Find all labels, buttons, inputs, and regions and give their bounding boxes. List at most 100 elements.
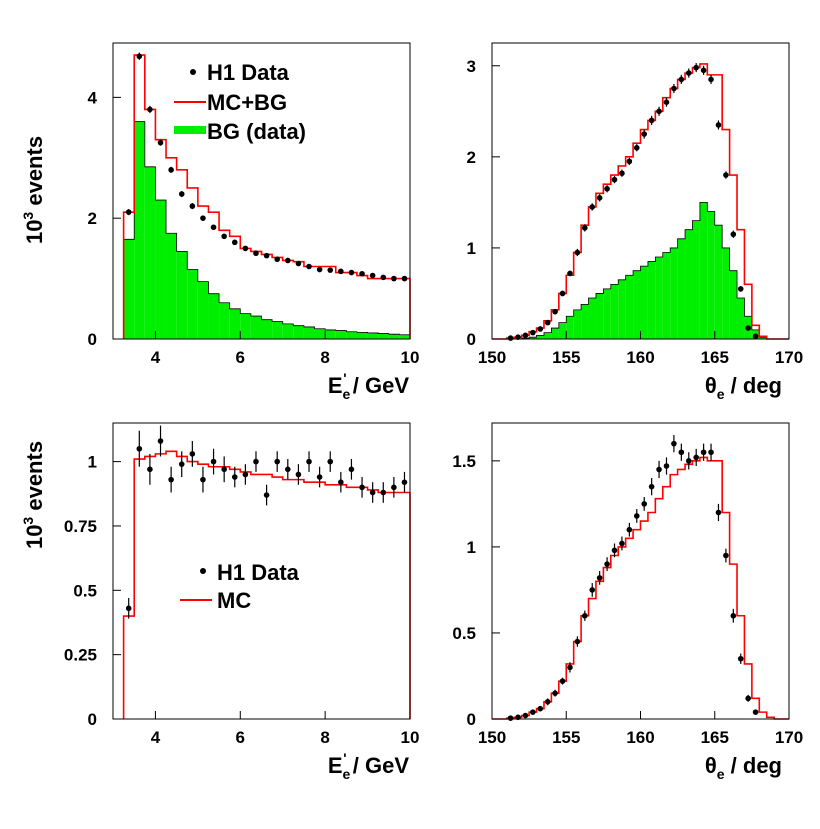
- bg-bar: [314, 328, 326, 339]
- data-point: [708, 76, 714, 83]
- data-point: [552, 690, 558, 696]
- bg-bar: [346, 331, 357, 339]
- data-point: [715, 122, 722, 128]
- bg-bar: [325, 329, 336, 339]
- bg-bar: [737, 298, 745, 339]
- bg-bar: [529, 337, 537, 339]
- y-tick-label: 3: [467, 57, 476, 76]
- data-point: [522, 712, 529, 719]
- mc-step-line: [122, 54, 411, 339]
- bg-bar: [685, 229, 693, 339]
- data-point: [327, 458, 334, 465]
- y-tick-label: 2: [88, 209, 97, 228]
- data-point: [221, 466, 227, 473]
- bg-bar: [219, 302, 230, 339]
- bg-bar: [240, 313, 251, 339]
- data-point: [730, 231, 737, 238]
- bg-bar: [633, 270, 641, 339]
- legend: H1 Data MC+BG BG (data): [174, 60, 306, 144]
- bg-bar: [618, 279, 626, 339]
- plot-area: [122, 425, 411, 719]
- y-axis-label: 103 events: [20, 136, 47, 244]
- mc-step-line: [492, 63, 789, 340]
- y-tick-label: 0.25: [64, 646, 97, 665]
- y-tick-label: 1: [467, 538, 476, 557]
- data-point: [715, 509, 722, 516]
- legend-marker-bg: [174, 126, 206, 134]
- mc-step-line: [492, 456, 789, 720]
- y-tick-label: 1: [467, 239, 476, 258]
- data-point: [391, 275, 397, 282]
- bg-bar: [335, 330, 347, 339]
- data-point: [295, 260, 302, 267]
- bg-bar: [581, 304, 589, 339]
- bg-bar: [187, 269, 198, 339]
- mc-step-line: [122, 450, 411, 719]
- data-point: [285, 466, 291, 473]
- data-point: [136, 53, 143, 60]
- data-point: [633, 144, 640, 151]
- x-tick-label: 6: [236, 728, 245, 747]
- plot-frame: [491, 422, 790, 720]
- data-point: [737, 655, 744, 662]
- data-point: [359, 270, 365, 277]
- y-tick-label: 4: [88, 88, 98, 107]
- data-point: [210, 224, 217, 231]
- data-point: [559, 290, 566, 297]
- data-point: [745, 695, 751, 702]
- bg-bar: [367, 332, 379, 339]
- data-point: [693, 454, 699, 461]
- data-point: [285, 257, 291, 264]
- data-point: [274, 256, 280, 263]
- legend-marker-data: [200, 568, 206, 574]
- bg-bar: [595, 293, 604, 339]
- data-point: [189, 203, 196, 209]
- data-point: [316, 474, 323, 480]
- data-point: [663, 99, 670, 105]
- bg-bar: [566, 316, 574, 339]
- data-point: [274, 458, 280, 465]
- data-point: [641, 131, 648, 137]
- data-point: [611, 176, 618, 183]
- axis-ticks: 4 6 8 10 0 0.25 0.5 0.75 1: [64, 453, 420, 747]
- plot-area: [492, 435, 789, 721]
- data-point: [242, 471, 249, 478]
- bg-bar: [197, 281, 209, 339]
- data-point: [604, 561, 610, 567]
- data-point: [723, 552, 729, 559]
- data-point: [221, 233, 227, 240]
- x-tick-label: 165: [701, 348, 729, 367]
- data-point: [369, 272, 376, 279]
- data-point: [752, 709, 759, 715]
- data-point: [745, 325, 751, 331]
- data-point: [596, 575, 603, 581]
- y-tick-label: 0.5: [452, 624, 476, 643]
- data-point: [507, 335, 514, 341]
- data-point: [700, 449, 707, 456]
- bg-bar: [261, 319, 273, 339]
- data-point: [200, 215, 206, 221]
- y-tick-label: 0: [467, 330, 476, 349]
- data-point: [671, 85, 677, 92]
- axis-ticks: 4 6 8 10 0 2 4: [88, 88, 420, 367]
- data-point: [619, 170, 625, 177]
- bg-bar: [250, 316, 262, 339]
- data-point: [671, 440, 677, 447]
- data-point: [648, 483, 655, 490]
- plot-area: [492, 63, 789, 341]
- data-point: [626, 158, 633, 165]
- data-point: [737, 286, 744, 292]
- x-tick-label: 150: [478, 348, 506, 367]
- data-point: [401, 479, 408, 486]
- x-tick-label: 170: [775, 728, 803, 747]
- data-point: [582, 225, 588, 231]
- bg-bar: [588, 298, 596, 339]
- data-point: [700, 67, 707, 74]
- y-tick-label: 1.5: [452, 452, 476, 471]
- legend-label-bg: BG (data): [207, 119, 306, 144]
- data-point: [253, 458, 259, 465]
- data-point: [348, 269, 355, 276]
- x-axis-label: θe / deg: [705, 373, 782, 402]
- data-point: [559, 678, 566, 684]
